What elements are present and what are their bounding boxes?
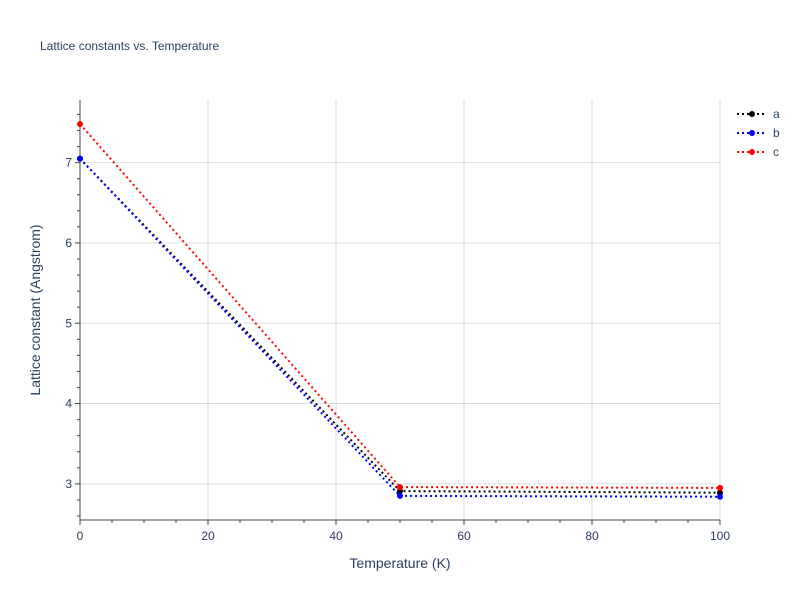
x-axis-title: Temperature (K) (349, 555, 450, 571)
plot-area (77, 121, 723, 500)
legend-marker-b (749, 130, 755, 136)
series-a (77, 155, 723, 496)
data-point-c (397, 484, 403, 491)
axes: 0 20 40 60 80 100 3 4 5 6 7 (65, 100, 730, 543)
x-tick-label: 40 (329, 529, 343, 543)
data-point-b (717, 493, 723, 500)
y-tick-label: 4 (65, 397, 72, 411)
legend-marker-a (749, 111, 755, 117)
series-c (77, 121, 723, 491)
series-line-a (79, 157, 721, 494)
x-tick-label: 60 (457, 529, 471, 543)
legend-item-c[interactable]: c (737, 145, 779, 159)
x-tick-label: 100 (710, 529, 730, 543)
y-tick-label: 7 (65, 156, 72, 170)
data-point-c (717, 484, 723, 491)
y-tick-label: 5 (65, 316, 72, 330)
y-tick-label: 3 (65, 477, 72, 491)
legend-label-a: a (773, 107, 780, 121)
grid (80, 100, 721, 520)
series-line-c (79, 123, 721, 489)
legend-marker-c (749, 149, 755, 155)
y-axis-title: Lattice constant (Angstrom) (27, 224, 43, 395)
x-tick-label: 0 (77, 529, 84, 543)
series-b (77, 155, 723, 500)
chart-title: Lattice constants vs. Temperature (40, 39, 220, 53)
legend-item-a[interactable]: a (737, 107, 780, 121)
legend[interactable]: abc (737, 107, 780, 159)
x-tick-label: 20 (201, 529, 215, 543)
x-tick-label: 80 (585, 529, 599, 543)
legend-label-b: b (773, 126, 780, 140)
data-point-b (397, 492, 403, 499)
series-line-b (79, 157, 721, 498)
y-tick-label: 6 (65, 236, 72, 250)
data-point-c (77, 121, 83, 128)
legend-item-b[interactable]: b (737, 126, 780, 140)
data-point-b (77, 155, 83, 162)
legend-label-c: c (773, 145, 779, 159)
